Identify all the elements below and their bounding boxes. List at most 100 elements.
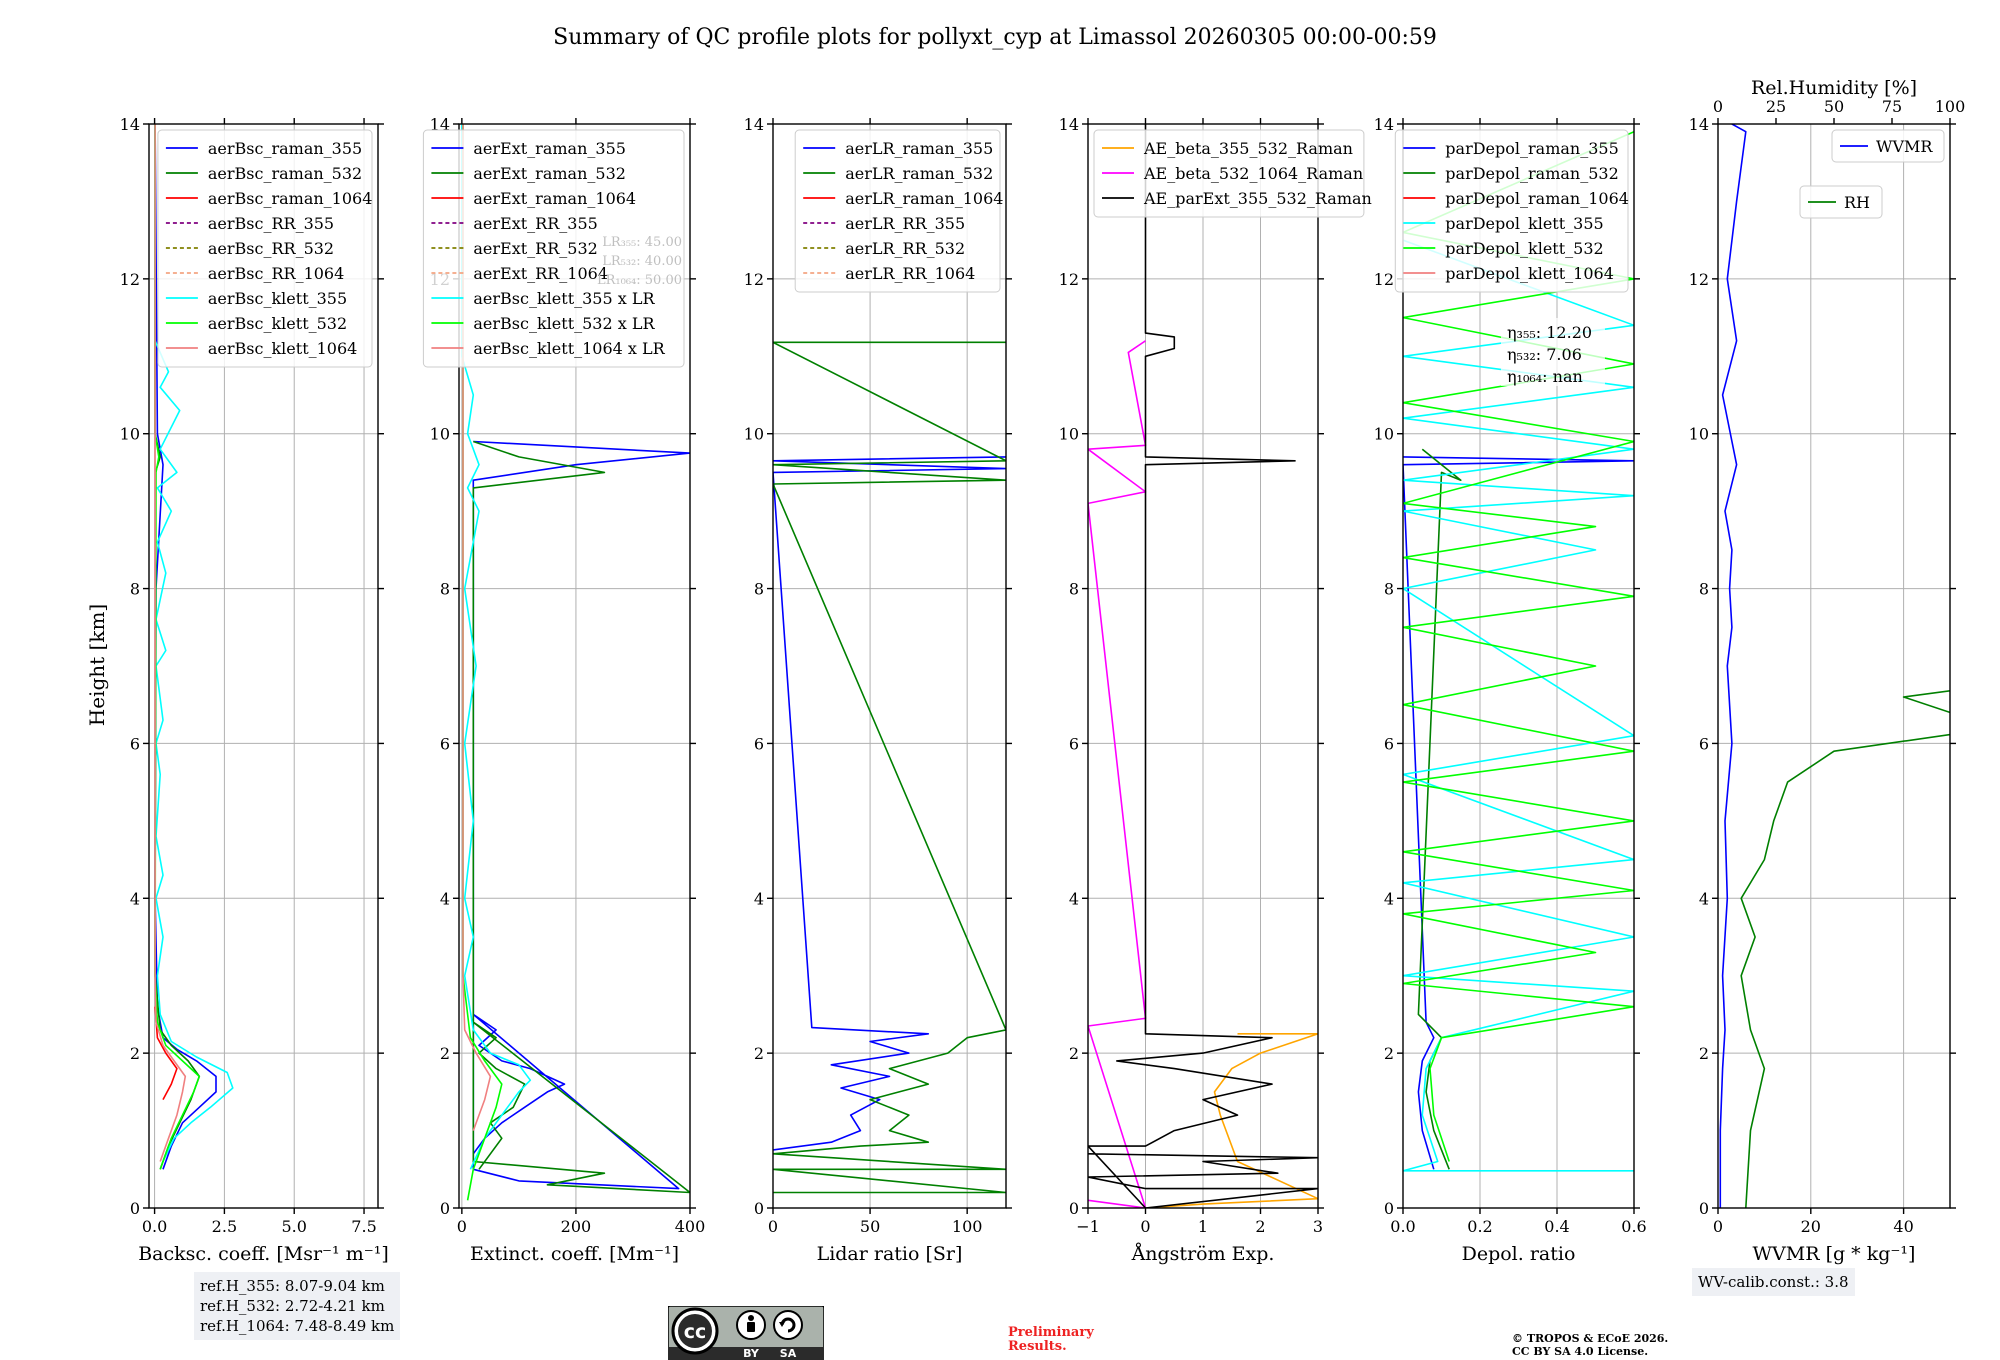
y-tick-label: 10: [1374, 425, 1394, 444]
y-tick-label: 0: [1699, 1199, 1709, 1218]
y-tick-label: 14: [430, 115, 450, 134]
series-line-aerbsc-raman-355: [154, 124, 217, 1170]
eta-frame: [1500, 318, 1605, 386]
series-line-aerlr-raman-532: [773, 341, 1006, 1194]
y-tick-label: 2: [1384, 1044, 1394, 1063]
legend-label: aerBsc_RR_1064: [208, 264, 344, 283]
eta-annotation: η₁₀₆₄: nan: [1507, 367, 1583, 386]
legend-box: WVMR: [1831, 129, 1945, 163]
legend-frame: [1394, 129, 1629, 293]
series-line-aerbsc-raman-1064: [154, 1006, 178, 1100]
x2-tick-label: 100: [1935, 97, 1966, 116]
series-line-pardepol-raman-532: [1417, 448, 1462, 1170]
x-tick-label: 400: [675, 1217, 706, 1236]
series-line-aerbsc-klett-1064: [154, 124, 187, 1162]
axes-frame: [458, 123, 691, 1209]
lr-annotation: LR₅₃₂: 40.00: [602, 254, 682, 269]
y-tick-label: 10: [430, 425, 450, 444]
y-tick-label: 4: [1699, 889, 1709, 908]
legend-label: aerBsc_klett_1064: [208, 339, 357, 358]
sa-share-icon: [773, 1310, 803, 1340]
y-tick-label: 14: [1374, 115, 1394, 134]
legend-label: aerExt_raman_355: [473, 139, 626, 158]
preliminary-line-1: Preliminary: [1008, 1325, 1094, 1340]
x-tick-label: 0: [768, 1217, 778, 1236]
y-tick-label: 14: [1689, 115, 1709, 134]
lr-annotation: LR₃₅₅: 45.00: [602, 235, 682, 250]
y-tick-label: 2: [1069, 1044, 1079, 1063]
badge-by-label: BY: [743, 1347, 760, 1360]
legend-label: AE_beta_532_1064_Raman: [1143, 164, 1363, 183]
x-tick-label: 0: [1140, 1217, 1150, 1236]
panel-lr: 0 2 4 6 8 10 12 14 0 50 100 Lidar ratio [Sr] aerLR_r…: [744, 115, 1012, 1265]
legend: aerBsc_raman_355 aerBsc_raman_532 aerBsc_r…: [157, 129, 373, 368]
y-tick-label: 4: [754, 889, 764, 908]
figure-title: Summary of QC profile plots for pollyxt_…: [553, 25, 1437, 50]
x-tick-label: 0.2: [1467, 1217, 1492, 1236]
y-tick-label: 8: [440, 580, 450, 599]
series-group: [1719, 124, 1950, 1208]
eta-box: η₃₅₅: 12.20 η₅₃₂: 7.06 η₁₀₆₄: nan: [1500, 318, 1605, 386]
ref-height-box: ref.H_355: 8.07-9.04 km ref.H_532: 2.72-…: [194, 1272, 401, 1340]
axes-frame: [772, 123, 1007, 1209]
series-line-aerext-raman-355: [472, 440, 690, 1190]
legend-label: aerBsc_raman_355: [208, 139, 362, 158]
y-tick-label: 8: [754, 580, 764, 599]
x-tick-label: 0.4: [1544, 1217, 1569, 1236]
series-line-pardepol-klett-355: [1403, 239, 1634, 1172]
legend-label: aerBsc_klett_355 x LR: [473, 289, 655, 308]
legend-label: aerBsc_klett_532 x LR: [473, 314, 655, 333]
y-tick-label: 8: [1069, 580, 1079, 599]
legend-label: aerLR_raman_1064: [845, 189, 1003, 208]
x-axis-label: Depol. ratio: [1462, 1243, 1576, 1265]
legend-label: aerExt_raman_532: [473, 164, 626, 183]
y-tick-label: 6: [1384, 734, 1394, 753]
y-tick-label: 8: [1699, 580, 1709, 599]
legend-frame: [157, 129, 373, 368]
legend-label: aerExt_RR_355: [473, 214, 597, 233]
legend-label: aerExt_RR_1064: [473, 264, 608, 283]
y-tick-label: 12: [1689, 270, 1709, 289]
legend-frame: [422, 129, 685, 368]
series-line-rh: [1740, 689, 1950, 1208]
x-tick-label: 5.0: [281, 1217, 306, 1236]
series-group: [1088, 124, 1318, 1208]
x-tick-label: −1: [1076, 1217, 1100, 1236]
y-tick-label: 14: [120, 115, 140, 134]
x-axis-label: Ångström Exp.: [1131, 1243, 1275, 1265]
x-tick-label: 0: [457, 1217, 467, 1236]
x2-tick-label: 25: [1766, 97, 1786, 116]
ref-height-1064: ref.H_1064: 7.48-8.49 km: [200, 1317, 395, 1335]
y-tick-label: 6: [130, 734, 140, 753]
x-tick-label: 40: [1893, 1217, 1913, 1236]
legend-label: aerBsc_raman_1064: [208, 189, 373, 208]
eta-annotation: η₅₃₂: 7.06: [1507, 345, 1582, 364]
x2-axis-label: Rel.Humidity [%]: [1751, 77, 1917, 99]
x-tick-label: 50: [860, 1217, 880, 1236]
panel-ext: 024681012140200400Extinct. coeff. [Mm⁻¹]…: [422, 115, 706, 1265]
y-tick-label: 12: [120, 270, 140, 289]
y-tick-label: 4: [1069, 889, 1079, 908]
eta-annotation: η₃₅₅: 12.20: [1507, 323, 1592, 342]
y-tick-label: 4: [130, 889, 140, 908]
axes-frame: [148, 123, 379, 1209]
legend-label: aerLR_RR_355: [845, 214, 965, 233]
x-tick-label: 2.5: [212, 1217, 237, 1236]
x-axis-label: Backsc. coeff. [Msr⁻¹ m⁻¹]: [138, 1243, 389, 1265]
series-line-aerbsc-klett-355-x-lr: [461, 124, 532, 1170]
y-tick-label: 0: [754, 1199, 764, 1218]
legend-frame: [1831, 129, 1945, 163]
series-line-aerbsc-raman-532: [154, 124, 201, 1170]
series-line-aerext-raman-532: [472, 440, 690, 1194]
legend-label: aerLR_raman_355: [845, 139, 993, 158]
x-tick-label: 0.6: [1621, 1217, 1646, 1236]
legend: parDepol_raman_355 parDepol_raman_532 parD…: [1394, 129, 1629, 293]
x-tick-label: 0.0: [1390, 1217, 1415, 1236]
legend-label: parDepol_klett_355: [1445, 214, 1603, 233]
y-tick-label: 2: [440, 1044, 450, 1063]
y-tick-label: 10: [120, 425, 140, 444]
badge-sa-label: SA: [780, 1347, 797, 1360]
